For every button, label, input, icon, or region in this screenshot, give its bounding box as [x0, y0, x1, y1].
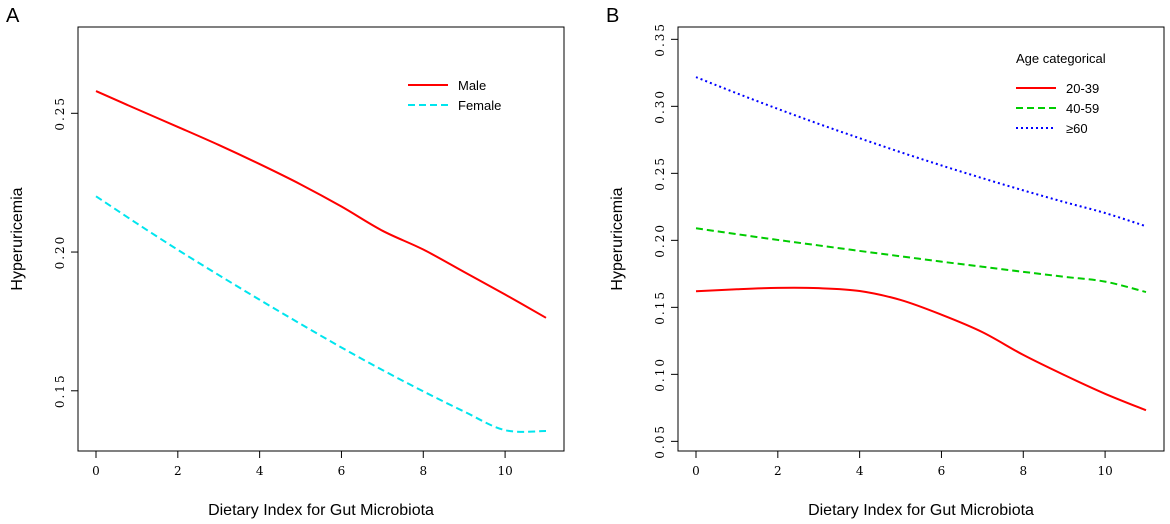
panel-a-x-tick-label: 4 [256, 464, 264, 478]
panel-b-ticks: 0 2 4 6 8 10 0.05 0.10 0.15 0.20 0.25 0.30 0.35 [653, 22, 1113, 478]
panel-a-series-line-2 [95, 195, 547, 433]
panel-b-series-line-1 [695, 286, 1147, 412]
panel-b-y-tick-label: 0.10 [653, 357, 667, 392]
panel-a-ticks: 0 2 4 6 8 10 0.15 0.20 0.25 [53, 96, 513, 478]
panel-a-x-tick-label: 8 [419, 464, 427, 478]
panel-a-label: A [6, 5, 20, 27]
panel-a-plot-frame [77, 26, 565, 452]
panel-a-legend: Male Female [408, 78, 501, 113]
panel-a-series-line-1 [95, 90, 547, 319]
panel-b-x-axis-title: Dietary Index for Gut Microbiota [808, 502, 1034, 519]
panel-b-y-tick-label: 0.25 [653, 156, 667, 191]
panel-b-y-tick-label: 0.30 [653, 89, 667, 124]
panel-b-x-tick-label: 6 [938, 464, 946, 478]
panel-b-legend-label: ≥60 [1066, 121, 1088, 136]
panel-b-legend-title: Age categorical [1016, 51, 1106, 66]
panel-b-legend-label: 40-59 [1066, 101, 1099, 116]
panel-b-label: B [606, 5, 619, 27]
panel-a-x-tick-label: 0 [92, 464, 100, 478]
panel-b-series-line-2 [695, 227, 1147, 294]
panel-b-plot-frame [677, 26, 1165, 452]
panel-b-x-tick-label: 2 [774, 464, 782, 478]
panel-b-y-tick-label: 0.35 [653, 22, 667, 57]
panel-b-series-line-3 [695, 76, 1147, 228]
panel-b-x-tick-label: 4 [856, 464, 864, 478]
panel-b-x-tick-label: 10 [1097, 464, 1112, 478]
panel-a-y-axis-title: Hyperuricemia [9, 187, 26, 290]
panel-a-legend-label: Male [458, 78, 486, 93]
panel-b-y-axis-title: Hyperuricemia [609, 187, 626, 290]
panel-b-y-tick-label: 0.15 [653, 290, 667, 325]
panel-b: B Dietary Index for Gut Microbiota Hyper… [606, 5, 1165, 519]
panel-b-legend: 20-39 40-59 ≥60 [1016, 81, 1099, 136]
panel-a-lines [95, 90, 547, 433]
panel-a-y-tick-label: 0.15 [53, 373, 67, 408]
panel-a-x-axis-title: Dietary Index for Gut Microbiota [208, 502, 434, 519]
panel-a-y-tick-label: 0.20 [53, 235, 67, 270]
panel-a-x-tick-label: 10 [497, 464, 512, 478]
panel-b-y-tick-label: 0.20 [653, 223, 667, 258]
panel-a-x-tick-label: 6 [338, 464, 346, 478]
panel-a-y-tick-label: 0.25 [53, 96, 67, 131]
panel-b-lines [695, 76, 1147, 412]
panel-a-legend-label: Female [458, 98, 501, 113]
panel-b-legend-label: 20-39 [1066, 81, 1099, 96]
panel-a: A Dietary Index for Gut Microbiota Hyper… [6, 5, 565, 519]
panel-b-y-tick-label: 0.05 [653, 424, 667, 459]
panel-b-x-tick-label: 8 [1019, 464, 1027, 478]
panel-b-x-tick-label: 0 [692, 464, 700, 478]
panel-a-x-tick-label: 2 [174, 464, 182, 478]
